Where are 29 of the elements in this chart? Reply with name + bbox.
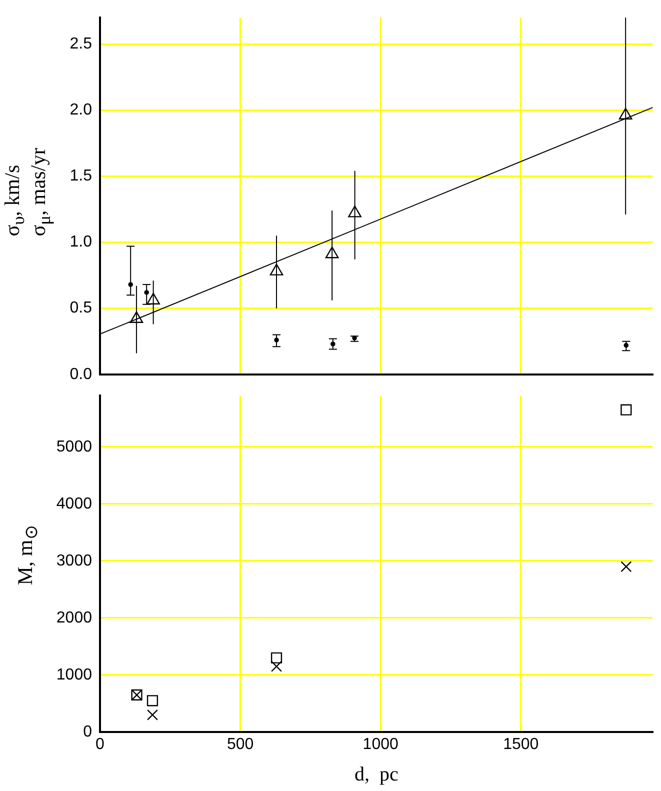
y-tick-label: 3000: [56, 552, 92, 570]
point: [620, 404, 632, 416]
y-tick-label: 0.5: [70, 300, 92, 317]
point: [620, 561, 632, 572]
x-tick-label: 1000: [362, 736, 399, 754]
y-tick-label: 5000: [56, 438, 92, 456]
y-tick-label: 0: [83, 723, 92, 740]
x-tick-label: 1500: [503, 736, 539, 754]
point: [146, 695, 158, 706]
point: [618, 108, 632, 120]
y-tick-label: 1.5: [70, 168, 92, 185]
y-tick-label: 2.5: [70, 35, 92, 52]
point: [270, 660, 282, 672]
point: [146, 709, 158, 720]
point: [325, 246, 339, 258]
point: [146, 292, 160, 304]
y-tick-label: 2.0: [70, 102, 92, 119]
x-axis-title: d, pc: [354, 763, 398, 786]
y-tick-label: 2000: [56, 609, 92, 626]
x-tick-label: 0: [96, 736, 105, 754]
x-tick-label: 500: [226, 736, 254, 754]
y-tick-label: 1.0: [70, 234, 92, 251]
y-tick-label: 4000: [56, 495, 92, 512]
point: [270, 264, 284, 276]
y-tick-label: 1000: [56, 666, 92, 684]
point: [130, 311, 144, 323]
point: [270, 652, 282, 664]
y-tick-label: 0.0: [70, 366, 92, 383]
point: [348, 206, 362, 218]
